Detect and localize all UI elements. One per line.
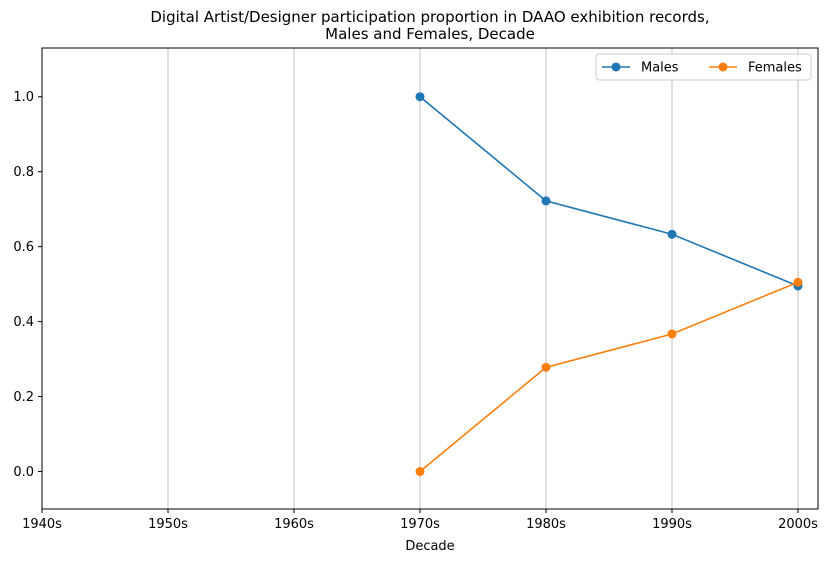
- chart-title-line-2: Males and Females, Decade: [325, 25, 535, 43]
- y-tick-label: 0.2: [13, 390, 34, 405]
- x-axis-ticks: 1940s 1950s 1960s 1970s 1980s 1990s 2000s: [22, 509, 818, 532]
- legend: Males Females: [595, 53, 812, 81]
- plot-frame: [41, 47, 819, 510]
- data-point: [793, 277, 803, 287]
- data-point: [541, 362, 551, 372]
- x-axis-label: Decade: [405, 539, 454, 554]
- legend-marker: [718, 62, 728, 72]
- grid-lines: [41, 48, 799, 509]
- data-point: [415, 92, 425, 102]
- legend-frame: [595, 53, 812, 81]
- series-females: [415, 277, 803, 477]
- series-line: [419, 96, 799, 287]
- chart-title-line-1: Digital Artist/Designer participation pr…: [150, 8, 709, 26]
- x-tick-label: 2000s: [778, 517, 818, 532]
- y-tick-label: 0.8: [13, 165, 34, 180]
- x-tick-label: 1990s: [652, 517, 692, 532]
- y-tick-label: 0.0: [13, 465, 34, 480]
- series-line: [419, 281, 799, 473]
- data-point: [541, 196, 551, 206]
- data-point: [667, 329, 677, 339]
- series-layer: [415, 92, 803, 477]
- x-tick-label: 1960s: [274, 517, 314, 532]
- x-tick-label: 1980s: [526, 517, 566, 532]
- y-axis-ticks: 0.0 0.2 0.4 0.6 0.8 1.0: [13, 90, 42, 480]
- series-males: [415, 92, 803, 291]
- y-tick-label: 0.6: [13, 240, 34, 255]
- x-tick-label: 1940s: [22, 517, 62, 532]
- y-tick-label: 1.0: [13, 90, 34, 105]
- legend-label: Females: [748, 61, 802, 76]
- legend-marker: [611, 62, 621, 72]
- x-tick-label: 1950s: [148, 517, 188, 532]
- x-tick-label: 1970s: [400, 517, 440, 532]
- legend-label: Males: [641, 61, 679, 76]
- y-tick-label: 0.4: [13, 315, 34, 330]
- data-point: [415, 467, 425, 477]
- data-point: [667, 229, 677, 239]
